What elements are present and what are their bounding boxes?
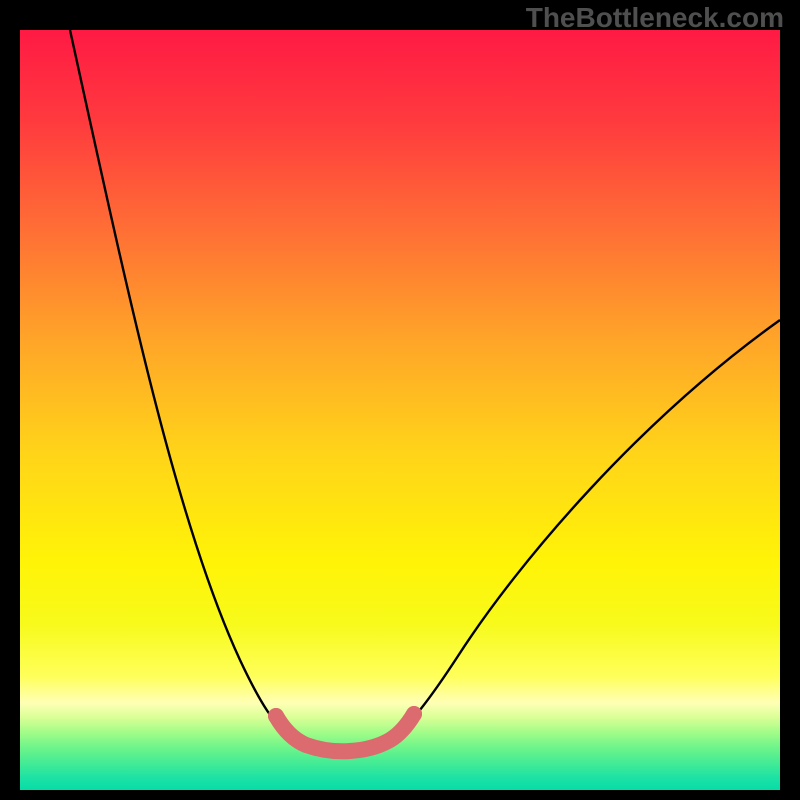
watermark-text: TheBottleneck.com [526,2,784,34]
chart-container: TheBottleneck.com [0,0,800,800]
gradient-plot-area [20,30,780,790]
